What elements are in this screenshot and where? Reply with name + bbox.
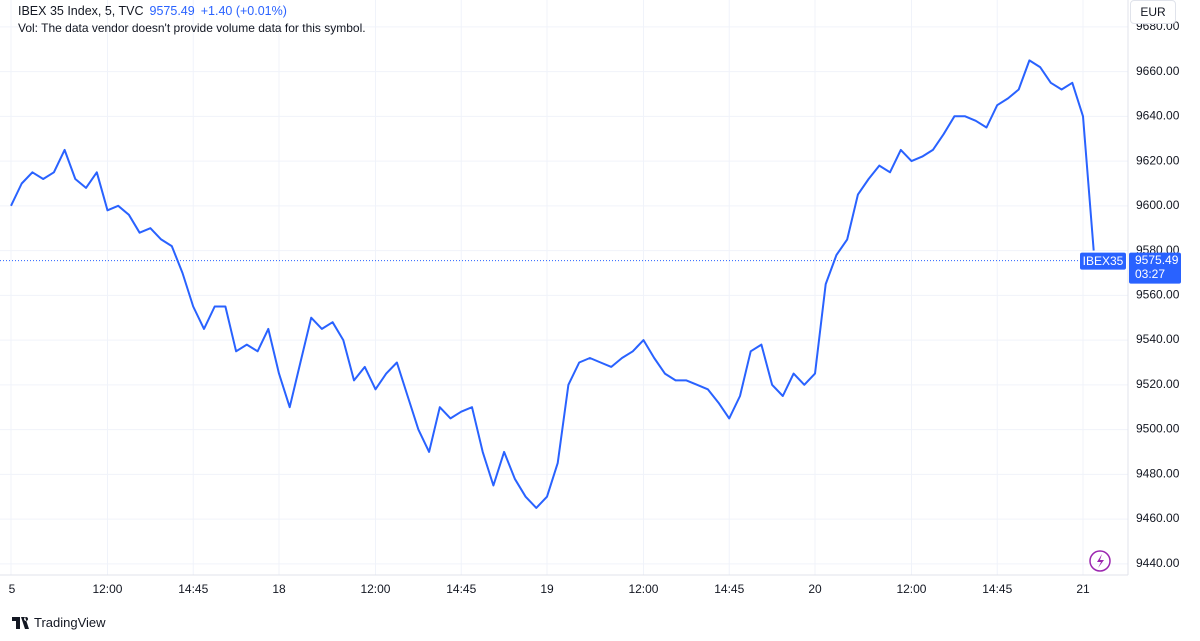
symbol-tag-label: IBEX35 <box>1083 254 1124 268</box>
symbol-title: IBEX 35 Index, 5, TVC <box>18 4 144 18</box>
y-tick-label: 9440.00 <box>1136 556 1180 570</box>
x-tick-label: 14:45 <box>982 582 1012 596</box>
y-tick-label: 9500.00 <box>1136 422 1180 436</box>
x-tick-label: 20 <box>808 582 822 596</box>
x-tick-label: 12:00 <box>360 582 390 596</box>
y-tick-label: 9640.00 <box>1136 109 1180 123</box>
price-line <box>10 59 1095 509</box>
y-tick-label: 9540.00 <box>1136 332 1180 346</box>
alert-icon-bolt <box>1097 554 1104 568</box>
price-tag-label: 9575.49 <box>1135 253 1179 267</box>
legend: IBEX 35 Index, 5, TVC 9575.49 +1.40 (+0.01… <box>18 4 293 18</box>
price-tag <box>1129 252 1181 284</box>
brand-name: TradingView <box>34 615 106 630</box>
x-tick-label: 21 <box>1076 582 1090 596</box>
x-tick-label: 12:00 <box>628 582 658 596</box>
x-tick-label: 12:00 <box>92 582 122 596</box>
brand-logo <box>12 617 29 629</box>
alert-icon[interactable] <box>1089 550 1111 572</box>
x-tick-label: 12:00 <box>896 582 926 596</box>
x-tick-label: 14:45 <box>446 582 476 596</box>
volume-note: Vol: The data vendor doesn't provide vol… <box>18 21 366 35</box>
y-tick-label: 9660.00 <box>1136 64 1180 78</box>
y-tick-label: 9620.00 <box>1136 153 1180 167</box>
y-tick-label: 9460.00 <box>1136 511 1180 525</box>
last-price: 9575.49 <box>149 4 195 18</box>
currency-button[interactable]: EUR <box>1130 0 1176 24</box>
x-tick-label: 14:45 <box>714 582 744 596</box>
y-tick-label: 9480.00 <box>1136 466 1180 480</box>
x-tick-label: 14:45 <box>178 582 208 596</box>
x-tick-label: 18 <box>272 582 286 596</box>
symbol-tag <box>1080 252 1126 270</box>
x-tick-label: 19 <box>540 582 554 596</box>
countdown-label: 03:27 <box>1135 267 1165 281</box>
y-tick-label: 9560.00 <box>1136 288 1180 302</box>
x-tick-label: 5 <box>9 582 16 596</box>
y-tick-label: 9520.00 <box>1136 377 1180 391</box>
price-change: +1.40 (+0.01%) <box>200 4 287 18</box>
y-tick-label: 9600.00 <box>1136 198 1180 212</box>
